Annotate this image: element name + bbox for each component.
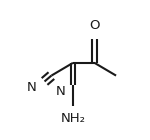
Text: N: N (27, 81, 37, 94)
Text: NH₂: NH₂ (60, 112, 86, 125)
Text: O: O (89, 19, 100, 32)
Text: N: N (55, 85, 65, 98)
